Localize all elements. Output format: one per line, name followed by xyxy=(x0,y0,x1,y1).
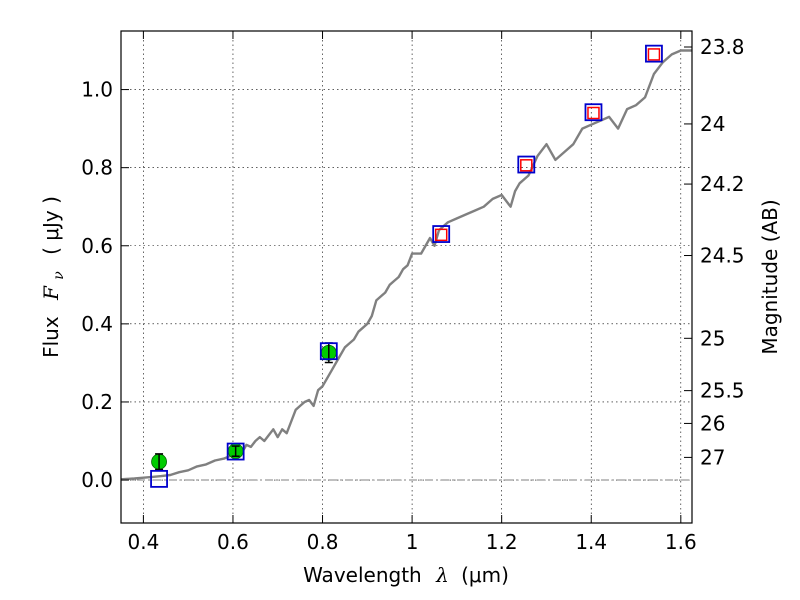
y-tick-label: 0.4 xyxy=(81,312,113,336)
x-tick-label: 1.4 xyxy=(575,530,607,554)
x-axis-label-text: Wavelength xyxy=(303,563,422,587)
y2-axis-label: Magnitude (AB) xyxy=(758,199,782,354)
x-tick-label: 1 xyxy=(406,530,419,554)
y2-tick-label: 24.5 xyxy=(700,244,745,268)
y2-tick-label: 24 xyxy=(700,112,725,136)
y2-tick-label: 26 xyxy=(700,411,725,435)
y-tick-label: 0.8 xyxy=(81,156,113,180)
y2-tick-label: 25 xyxy=(700,326,725,350)
y2-tick-label: 23.8 xyxy=(700,35,745,59)
predicted-flux-square xyxy=(520,159,533,172)
x-axis-label: Wavelength λ (μm) xyxy=(303,563,509,587)
model-band-square xyxy=(319,342,338,361)
y-tick-label: 0.6 xyxy=(81,234,113,258)
y-tick-label: 1.0 xyxy=(81,78,113,102)
predicted-flux-square xyxy=(647,48,661,61)
y-axis-label-text: Flux xyxy=(39,316,63,358)
model-sed-layer xyxy=(121,49,692,481)
model-band-square xyxy=(517,155,536,174)
grid xyxy=(121,31,692,523)
x-tick-label: 1.2 xyxy=(486,530,518,554)
y-axis-label: Flux F ν ( μJy ) xyxy=(39,196,68,358)
model-band-square xyxy=(432,225,451,243)
x-tick-label: 0.6 xyxy=(217,530,249,554)
y2-tick-label: 25.5 xyxy=(700,379,745,403)
y-tick-label: 0.0 xyxy=(81,468,113,492)
model-band-square xyxy=(150,469,168,488)
y-axis-symbol-sub: ν xyxy=(51,271,67,280)
predicted-flux-square xyxy=(434,228,448,242)
x-tick-label: 0.8 xyxy=(307,530,339,554)
x-tick-label: 0.4 xyxy=(127,530,159,554)
model-band-square xyxy=(645,44,663,63)
model-band-square xyxy=(226,442,245,461)
y-axis-symbol: F xyxy=(39,285,63,301)
y2-tick-label: 24.2 xyxy=(700,172,745,196)
ticks: 0.4 0.6 0.8 1 1.2 1.4 1.6 0.0 0.2 0.4 0.6 0.8 1.0 23.… xyxy=(81,31,745,554)
model-band-square xyxy=(584,103,603,122)
y-axis-unit: ( μJy ) xyxy=(39,196,63,255)
y2-tick-label: 27 xyxy=(700,445,725,469)
y-tick-label: 0.2 xyxy=(81,390,113,414)
x-axis-symbol: λ xyxy=(435,563,449,587)
marker-layer xyxy=(150,44,663,488)
predicted-flux-square xyxy=(587,106,600,120)
x-axis-unit: (μm) xyxy=(461,563,509,587)
model-sed-line xyxy=(121,49,692,481)
plot-frame xyxy=(120,30,693,524)
x-tick-label: 1.6 xyxy=(665,530,697,554)
